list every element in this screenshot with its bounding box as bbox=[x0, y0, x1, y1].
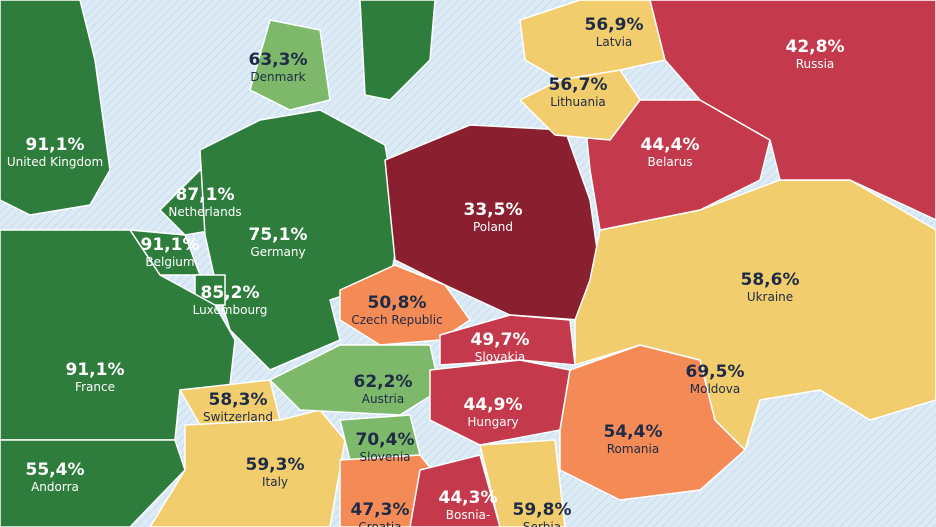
region bbox=[0, 439, 186, 527]
region-value: 91,1% bbox=[141, 235, 200, 255]
region-value: 58,3% bbox=[209, 390, 268, 410]
region-value: 59,8% bbox=[513, 500, 572, 520]
region bbox=[409, 454, 501, 527]
region-value: 50,8% bbox=[368, 293, 427, 313]
labels: 91,1%United Kingdom63,3%Denmark87,1%Neth… bbox=[7, 15, 845, 527]
region bbox=[149, 409, 346, 527]
region-value: 44,9% bbox=[464, 395, 523, 415]
region-name: Denmark bbox=[250, 70, 305, 84]
region-value: 42,8% bbox=[786, 37, 845, 57]
region-value: 85,2% bbox=[201, 283, 260, 303]
region-value: 91,1% bbox=[26, 135, 85, 155]
region-name: Italy bbox=[262, 475, 288, 489]
region-name: Ukraine bbox=[747, 290, 793, 304]
region-value: 59,3% bbox=[246, 455, 305, 475]
region-name: Netherlands bbox=[168, 205, 241, 219]
region-value: 55,4% bbox=[26, 460, 85, 480]
region-value: 33,5% bbox=[464, 200, 523, 220]
region-name: Slovakia bbox=[475, 350, 525, 364]
region-name: Romania bbox=[607, 442, 659, 456]
region-name: France bbox=[75, 380, 115, 394]
region-name: United Kingdom bbox=[7, 155, 103, 169]
region-name: Slovenia bbox=[359, 450, 410, 464]
region-value: 75,1% bbox=[249, 225, 308, 245]
region-value: 63,3% bbox=[249, 50, 308, 70]
region-value: 44,3% bbox=[439, 488, 498, 508]
region-name: Belarus bbox=[647, 155, 692, 169]
region-name: Bosnia- bbox=[446, 508, 490, 522]
region-value: 70,4% bbox=[356, 430, 415, 450]
region bbox=[584, 99, 771, 231]
region-name: Andorra bbox=[31, 480, 79, 494]
region-value: 62,2% bbox=[354, 372, 413, 392]
region-value: 54,4% bbox=[604, 422, 663, 442]
region-value: 49,7% bbox=[471, 330, 530, 350]
region-name: Czech Republic bbox=[351, 313, 442, 327]
region-value: 44,4% bbox=[641, 135, 700, 155]
region-name: Latvia bbox=[596, 35, 633, 49]
region bbox=[249, 19, 331, 111]
region-value: 47,3% bbox=[351, 500, 410, 520]
region-value: 58,6% bbox=[741, 270, 800, 290]
region-name: Germany bbox=[250, 245, 305, 259]
region-name: Austria bbox=[362, 392, 404, 406]
region-value: 69,5% bbox=[686, 362, 745, 382]
land bbox=[359, 0, 436, 101]
region-value: 56,7% bbox=[549, 75, 608, 95]
region bbox=[574, 179, 936, 451]
region-name: Croatia bbox=[358, 520, 401, 527]
region-name: Belgium bbox=[145, 255, 194, 269]
region-value: 91,1% bbox=[66, 360, 125, 380]
region bbox=[479, 439, 566, 527]
region-name: Poland bbox=[473, 220, 513, 234]
region-name: Hungary bbox=[467, 415, 518, 429]
region-value: 56,9% bbox=[585, 15, 644, 35]
region-name: Serbia bbox=[523, 520, 561, 527]
region-name: Russia bbox=[796, 57, 835, 71]
region-name: Lithuania bbox=[550, 95, 606, 109]
region bbox=[649, 0, 936, 221]
region-value: 87,1% bbox=[176, 185, 235, 205]
region bbox=[519, 0, 666, 81]
region-name: Luxembourg bbox=[193, 303, 268, 317]
region-name: Moldova bbox=[690, 382, 740, 396]
region-name: Switzerland bbox=[203, 410, 273, 424]
region bbox=[0, 0, 111, 216]
